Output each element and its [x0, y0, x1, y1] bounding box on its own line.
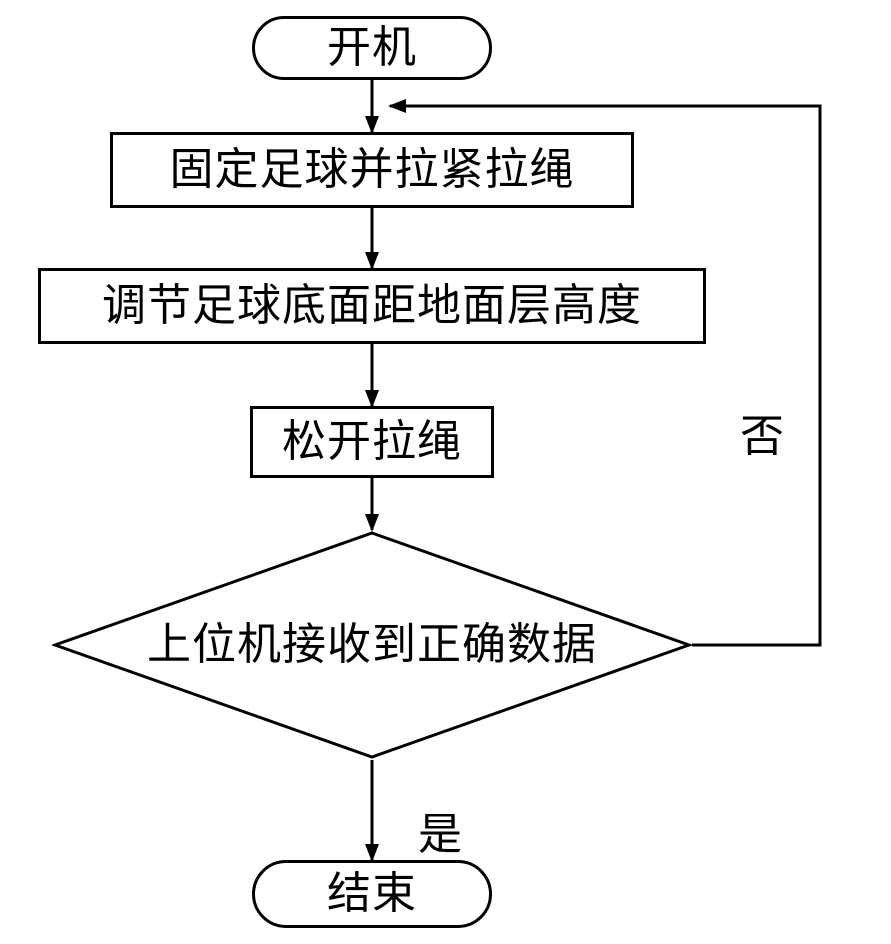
end-terminal: 结束	[252, 860, 492, 928]
end-label: 结束	[327, 871, 417, 917]
step1-label: 固定足球并拉紧拉绳	[170, 147, 575, 193]
flowchart-canvas: 开机 固定足球并拉紧拉绳 调节足球底面距地面层高度 松开拉绳 上位机接收到正确数…	[0, 0, 891, 944]
step3-label: 松开拉绳	[282, 419, 462, 465]
step2-label: 调节足球底面距地面层高度	[102, 283, 642, 329]
decision-label: 上位机接收到正确数据	[147, 622, 597, 668]
step1-process: 固定足球并拉紧拉绳	[110, 132, 634, 208]
decision-diamond: 上位机接收到正确数据	[52, 530, 692, 760]
yes-label: 是	[418, 798, 463, 862]
start-label: 开机	[327, 25, 417, 71]
start-terminal: 开机	[252, 16, 492, 80]
step2-process: 调节足球底面距地面层高度	[38, 268, 706, 344]
no-label: 否	[740, 400, 785, 464]
step3-process: 松开拉绳	[250, 406, 494, 478]
